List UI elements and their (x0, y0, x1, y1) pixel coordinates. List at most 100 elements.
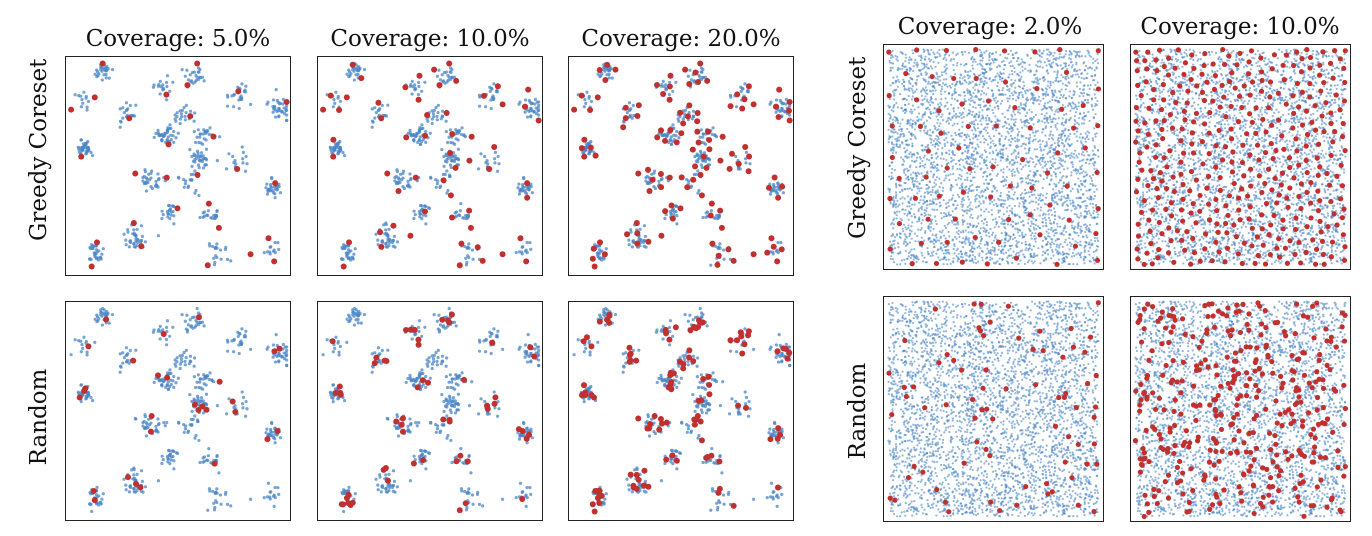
data-point (80, 148, 85, 152)
data-point (453, 142, 457, 146)
data-point (336, 94, 340, 99)
data-point (1017, 105, 1021, 108)
data-point (101, 247, 105, 251)
data-point (464, 213, 468, 218)
data-point (351, 310, 355, 314)
data-point (767, 431, 771, 435)
scatter-panel-clustered-random-5 (65, 301, 291, 521)
selected-point (678, 174, 685, 181)
data-point (668, 319, 673, 323)
data-point (408, 178, 413, 182)
data-point (107, 76, 111, 80)
data-point (342, 489, 346, 493)
data-point (435, 319, 439, 323)
data-point (199, 151, 204, 155)
selected-point (130, 220, 137, 227)
data-point (774, 355, 778, 359)
data-point (445, 356, 449, 360)
data-point (1010, 152, 1013, 156)
data-point (993, 199, 996, 202)
data-point (265, 182, 269, 186)
data-point (644, 490, 648, 494)
data-point (172, 374, 176, 379)
data-point (197, 165, 201, 170)
data-point (197, 193, 201, 198)
data-point (484, 350, 488, 354)
data-point (1027, 218, 1030, 221)
data-point (267, 432, 272, 436)
data-point (1014, 79, 1017, 82)
data-point (232, 105, 236, 109)
selected-point (78, 153, 85, 160)
data-point (448, 373, 452, 377)
selected-point (647, 420, 654, 427)
selected-point (449, 214, 456, 221)
data-point (524, 493, 528, 497)
data-point (370, 352, 374, 356)
data-point (193, 325, 197, 329)
data-point (212, 501, 216, 505)
data-point (1025, 152, 1028, 155)
data-point (715, 508, 720, 512)
data-point (625, 477, 629, 481)
selected-point (283, 98, 290, 105)
data-point (536, 106, 540, 110)
data-point (156, 423, 161, 427)
data-point (711, 371, 715, 375)
data-point (537, 103, 541, 107)
data-point (184, 424, 188, 428)
data-point (904, 60, 907, 63)
data-point (1094, 73, 1097, 76)
data-point (421, 382, 425, 387)
data-point (282, 357, 287, 361)
data-point (1059, 242, 1062, 246)
data-point (410, 92, 414, 96)
data-point (701, 460, 705, 465)
data-point (1074, 149, 1077, 152)
data-point (453, 157, 457, 161)
data-point (935, 157, 938, 160)
data-point (124, 488, 128, 492)
data-point (160, 382, 164, 387)
data-point (467, 404, 472, 408)
selected-point (706, 381, 713, 388)
data-point (985, 116, 988, 120)
data-point (945, 67, 949, 70)
data-point (219, 257, 223, 261)
data-point (138, 240, 143, 245)
data-point (904, 250, 907, 253)
selected-point (76, 394, 83, 401)
data-point (124, 346, 129, 350)
data-point (86, 99, 91, 104)
data-point (77, 391, 81, 395)
data-point (348, 258, 353, 262)
data-point (203, 163, 207, 167)
data-point (994, 161, 997, 164)
data-point (121, 351, 125, 355)
data-point (337, 350, 341, 354)
data-point (933, 86, 936, 90)
data-point (97, 249, 101, 253)
data-point (406, 376, 410, 381)
data-point (118, 352, 122, 356)
data-point (941, 229, 944, 232)
data-point (691, 109, 696, 113)
selected-point (677, 205, 684, 212)
data-point (667, 93, 672, 97)
data-point (521, 175, 526, 180)
data-point (530, 191, 534, 195)
selected-point (663, 456, 670, 463)
data-point (643, 479, 647, 483)
data-point (899, 197, 902, 201)
data-point (660, 377, 664, 381)
data-point (1000, 217, 1004, 220)
data-point (183, 74, 187, 78)
data-point (989, 161, 992, 164)
selected-point (670, 370, 677, 377)
selected-point (634, 112, 641, 119)
data-point (979, 242, 982, 245)
data-point (156, 479, 161, 483)
data-point (399, 172, 403, 176)
data-point (985, 49, 988, 53)
data-point (341, 150, 345, 155)
